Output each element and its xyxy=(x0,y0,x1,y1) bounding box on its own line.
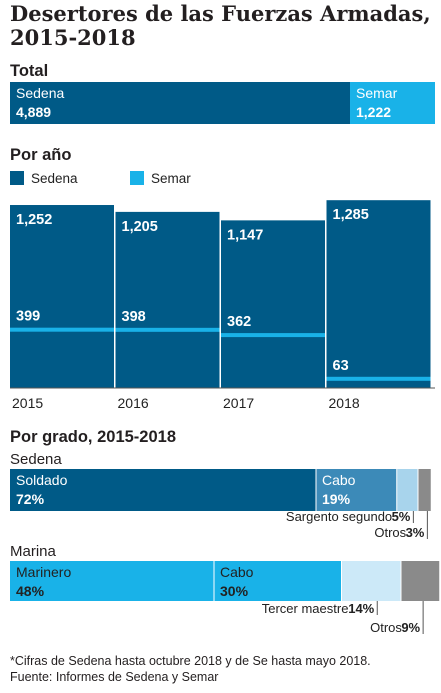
group-label-marina: Marina xyxy=(10,543,56,560)
section-title-por-ano: Por año xyxy=(10,146,72,164)
label-sedena-cabo: Cabo xyxy=(322,472,356,488)
callout-value-marina-tercer-maestre: 14% xyxy=(348,601,374,616)
x-tick-2016: 2016 xyxy=(118,395,149,411)
bar-marina-tercer-maestre xyxy=(341,561,401,601)
callout-value-sedena-sargento-segundo: 5% xyxy=(392,509,411,524)
chart-title: Desertores de las Fuerzas Armadas, 2015-… xyxy=(10,1,431,50)
total-label-sedena: Sedena xyxy=(16,85,64,101)
footnote-cifras: *Cifras de Sedena hasta octubre 2018 y d… xyxy=(10,654,371,668)
bar-value-sedena-2015: 1,252 xyxy=(16,212,52,228)
footnotes: *Cifras de Sedena hasta octubre 2018 y d… xyxy=(10,653,435,685)
callout-name-sedena-otros: Otros xyxy=(374,525,406,540)
total-value-sedena: 4,889 xyxy=(16,104,51,120)
section-title-total: Total xyxy=(10,62,49,80)
legend-swatch-sedena xyxy=(10,171,24,185)
bar-value-sedena-2018: 1,285 xyxy=(333,207,369,223)
value-sedena-soldado: 72% xyxy=(16,491,45,507)
section-title-por-grado: Por grado, 2015-2018 xyxy=(10,428,176,446)
value-marina-cabo: 30% xyxy=(220,583,249,599)
bar-semar-line-2015 xyxy=(10,327,114,332)
group-label-sedena: Sedena xyxy=(10,451,62,468)
bar-semar-area-2017 xyxy=(221,335,325,388)
bar-semar-area-2015 xyxy=(10,329,114,388)
legend-label-sedena: Sedena xyxy=(31,171,78,186)
value-sedena-cabo: 19% xyxy=(322,491,351,507)
label-sedena-soldado: Soldado xyxy=(16,472,68,488)
bar-value-semar-2018: 63 xyxy=(333,358,349,374)
total-bar-semar xyxy=(350,82,435,124)
callout-name-sedena-sargento-segundo: Sargento segundo xyxy=(286,509,392,524)
bar-sedena-cabo xyxy=(316,469,397,511)
bar-marina-cabo xyxy=(214,561,342,601)
bar-sedena-2018 xyxy=(326,200,431,388)
bar-semar-line-2018 xyxy=(326,376,431,381)
total-bar-sedena xyxy=(10,82,351,124)
total-value-semar: 1,222 xyxy=(356,104,391,120)
bar-semar-area-2016 xyxy=(115,329,220,388)
value-marina-marinero: 48% xyxy=(16,583,45,599)
callout-value-sedena-otros: 3% xyxy=(406,525,425,540)
bar-sedena-sargento-segundo xyxy=(396,469,418,511)
footnote-fuente: Fuente: Informes de Sedena y Semar xyxy=(10,670,219,684)
callout-name-marina-tercer-maestre: Tercer maestre xyxy=(262,601,349,616)
bar-value-semar-2017: 362 xyxy=(227,314,251,330)
callout-name-marina-otros: Otros xyxy=(370,620,402,635)
bar-semar-area-2018 xyxy=(326,378,431,388)
x-tick-2015: 2015 xyxy=(12,395,43,411)
callout-value-marina-otros: 9% xyxy=(401,620,420,635)
x-tick-2017: 2017 xyxy=(223,395,254,411)
label-marina-cabo: Cabo xyxy=(220,564,254,580)
bar-semar-line-2017 xyxy=(221,333,325,338)
legend-label-semar: Semar xyxy=(151,171,191,186)
bar-value-semar-2016: 398 xyxy=(122,309,146,325)
total-label-semar: Semar xyxy=(356,85,398,101)
label-marina-marinero: Marinero xyxy=(16,564,71,580)
bar-sedena-soldado xyxy=(10,469,316,511)
bar-marina-otros xyxy=(401,561,440,601)
bar-value-semar-2015: 399 xyxy=(16,309,40,325)
bar-marina-marinero xyxy=(10,561,214,601)
bar-value-sedena-2017: 1,147 xyxy=(227,227,263,243)
bar-semar-line-2016 xyxy=(115,327,220,332)
x-tick-2018: 2018 xyxy=(329,395,360,411)
bar-value-sedena-2016: 1,205 xyxy=(122,219,158,235)
bar-sedena-otros xyxy=(418,469,431,511)
legend-swatch-semar xyxy=(130,171,144,185)
